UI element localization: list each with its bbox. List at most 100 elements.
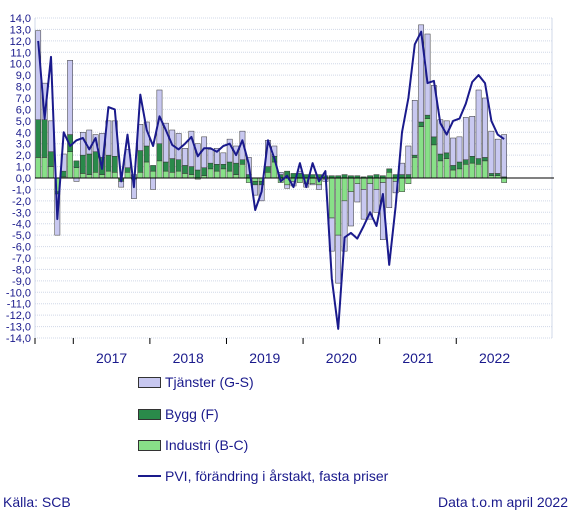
x-year-label: 2020 xyxy=(326,350,357,366)
bar-industri xyxy=(469,162,476,179)
x-year-label: 2018 xyxy=(173,350,204,366)
bar-bygg xyxy=(399,174,405,179)
y-tick-label: -14,0 xyxy=(6,333,31,345)
bar-tjanster xyxy=(450,137,456,166)
bar-industri xyxy=(411,157,418,179)
bar-bygg xyxy=(86,153,93,175)
bar-bygg xyxy=(156,143,163,162)
bar-tjanster xyxy=(494,138,501,174)
bar-bygg xyxy=(456,161,463,170)
y-tick-label: 14,0 xyxy=(10,13,31,25)
y-tick-label: 6,0 xyxy=(16,104,31,116)
bar-bygg xyxy=(405,174,412,179)
bar-bygg xyxy=(462,159,469,165)
bar-industri xyxy=(143,161,150,179)
bar-tjanster xyxy=(150,177,156,190)
y-tick-label: 1,0 xyxy=(16,162,31,174)
bar-bygg xyxy=(411,154,418,158)
bar-industri xyxy=(418,126,425,179)
y-tick-label: 4,0 xyxy=(16,127,31,139)
bar-tjanster xyxy=(405,145,412,175)
bar-industri xyxy=(67,151,73,179)
y-tick-label: -4,0 xyxy=(12,219,31,231)
bar-bygg xyxy=(175,159,182,172)
bar-industri xyxy=(99,174,105,179)
bar-tjanster xyxy=(386,177,393,208)
y-tick-label: 11,0 xyxy=(10,47,31,59)
bar-industri xyxy=(475,164,482,179)
bar-bygg xyxy=(105,154,112,172)
bar-tjanster xyxy=(220,152,227,165)
bar-industri xyxy=(328,177,335,219)
bar-industri xyxy=(265,172,271,179)
bar-industri xyxy=(399,177,405,192)
bar-tjanster xyxy=(73,177,80,182)
bar-bygg xyxy=(41,119,48,158)
bar-tjanster xyxy=(335,234,342,284)
bar-bygg xyxy=(482,157,488,162)
y-tick-label: -12,0 xyxy=(6,310,31,322)
y-tick-label: 5,0 xyxy=(16,116,31,128)
bar-bygg xyxy=(150,165,156,172)
bar-industri xyxy=(124,172,131,179)
bar-industri xyxy=(482,160,488,179)
bar-bygg xyxy=(124,167,131,173)
bar-bygg xyxy=(418,121,425,127)
bar-bygg xyxy=(265,166,271,173)
bar-industri xyxy=(233,174,239,179)
bar-tjanster xyxy=(373,189,380,213)
legend-item-bygg: Bygg (F) xyxy=(138,404,219,424)
bar-tjanster xyxy=(488,130,495,174)
bar-bygg xyxy=(431,136,437,146)
bar-bygg xyxy=(188,166,195,175)
bar-industri xyxy=(92,172,99,179)
bar-industri xyxy=(239,164,246,179)
y-tick-label: -6,0 xyxy=(12,242,31,254)
source-note: Källa: SCB xyxy=(3,494,71,510)
bar-industri xyxy=(48,166,54,179)
bar-tjanster xyxy=(354,183,361,203)
bar-bygg xyxy=(48,151,54,167)
y-tick-label: -3,0 xyxy=(12,207,31,219)
y-tick-label: -13,0 xyxy=(6,322,31,334)
bar-bygg xyxy=(182,165,188,174)
bar-industri xyxy=(226,170,233,179)
bar-industri xyxy=(450,169,456,179)
bar-tjanster xyxy=(418,24,425,123)
y-tick-label: 12,0 xyxy=(10,36,31,48)
bar-bygg xyxy=(450,165,456,171)
bar-tjanster xyxy=(424,33,431,116)
y-tick-label: 13,0 xyxy=(10,24,31,36)
y-tick-label: -7,0 xyxy=(12,253,31,265)
bar-industri xyxy=(111,172,118,179)
y-tick-label: -2,0 xyxy=(12,196,31,208)
bar-tjanster xyxy=(207,149,214,164)
legend-label-tjanster: Tjänster (G-S) xyxy=(165,374,254,390)
bar-bygg xyxy=(239,159,246,165)
legend-swatch-industri xyxy=(138,439,161,451)
y-tick-label: -11,0 xyxy=(7,299,31,311)
bar-bygg xyxy=(373,174,380,179)
bar-industri xyxy=(297,177,303,183)
data-through-note: Data t.o.m april 2022 xyxy=(438,494,568,510)
bar-industri xyxy=(41,157,48,179)
bar-industri xyxy=(386,172,393,179)
bar-industri xyxy=(354,177,361,184)
bar-tjanster xyxy=(80,132,86,156)
bar-bygg xyxy=(162,161,169,172)
legend-item-pvi: PVI, förändring i årstakt, fasta priser xyxy=(138,466,388,486)
bar-tjanster xyxy=(411,100,418,156)
bar-bygg xyxy=(201,167,208,176)
bar-bygg xyxy=(424,114,431,119)
bar-industri xyxy=(137,172,144,179)
bar-bygg xyxy=(341,174,348,179)
y-tick-label: 8,0 xyxy=(16,82,31,94)
legend-label-pvi: PVI, förändring i årstakt, fasta priser xyxy=(165,468,389,484)
x-year-label: 2022 xyxy=(479,350,510,366)
y-tick-label: 7,0 xyxy=(16,93,31,105)
y-tick-label: -1,0 xyxy=(12,184,31,196)
bar-tjanster xyxy=(214,148,220,165)
bar-bygg xyxy=(475,158,482,165)
bar-tjanster xyxy=(367,183,373,220)
bar-tjanster xyxy=(67,60,73,135)
